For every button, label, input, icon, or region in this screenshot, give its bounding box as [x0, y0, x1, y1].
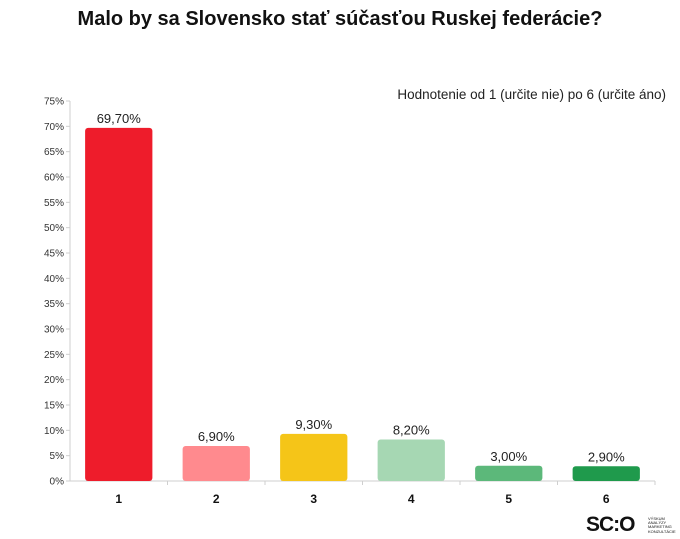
y-tick-label: 30%: [44, 325, 64, 336]
x-tick-label-4: 4: [408, 492, 415, 506]
bar-5: [475, 465, 543, 481]
data-label-6: 2,90%: [588, 449, 625, 464]
y-axis: 0% 5% 10% 15% 20% 25% 30% 35% 40% 45% 50% 55% 60% 65%…: [44, 97, 656, 488]
y-tick-label: 55%: [44, 198, 64, 209]
y-tick-label: 45%: [44, 249, 64, 260]
logo-wordmark: SC:O: [586, 513, 635, 536]
y-tick-label: 20%: [44, 375, 64, 386]
bars: [85, 127, 640, 481]
chart-title: Malo by sa Slovensko stať súčasťou Ruske…: [77, 8, 603, 30]
data-label-1: 69,70%: [97, 111, 142, 126]
labels: 69,70% 1 6,90% 2 9,30% 3 8,20% 4 3,00% 5 2,90% 6: [97, 111, 625, 506]
y-tick-label: 40%: [44, 274, 64, 285]
y-tick-label: 25%: [44, 350, 64, 361]
x-tick-label-2: 2: [213, 492, 220, 506]
y-tick-label: 35%: [44, 299, 64, 310]
bar-1: [85, 127, 153, 481]
y-tick-label: 75%: [44, 97, 64, 108]
sco-logo: SC:O VÝSKUM ANALÝZY MARKETING KONZULTÁCI…: [586, 513, 676, 537]
data-label-3: 9,30%: [295, 417, 332, 432]
y-tick-label: 10%: [44, 426, 64, 437]
x-tick-label-1: 1: [115, 492, 122, 506]
x-tick-label-6: 6: [603, 492, 610, 506]
chart-subtitle: Hodnotenie od 1 (určite nie) po 6 (určit…: [397, 87, 666, 102]
y-tick-label: 5%: [50, 451, 65, 462]
y-tick-label: 65%: [44, 147, 64, 158]
bar-4: [377, 439, 445, 481]
y-tick-label: 50%: [44, 223, 64, 234]
y-tick-label: 0%: [50, 477, 65, 488]
y-tick-label: 70%: [44, 122, 64, 133]
x-tick-label-3: 3: [310, 492, 317, 506]
bar-6: [572, 466, 640, 481]
data-label-2: 6,90%: [198, 429, 235, 444]
y-tick-label: 15%: [44, 401, 64, 412]
bar-3: [280, 433, 348, 481]
logo-tagline: VÝSKUM ANALÝZY MARKETING KONZULTÁCIE: [648, 516, 676, 534]
data-label-5: 3,00%: [490, 449, 527, 464]
y-tick-label: 60%: [44, 173, 64, 184]
bar-2: [182, 446, 250, 481]
data-label-4: 8,20%: [393, 422, 430, 437]
x-tick-label-5: 5: [505, 492, 512, 506]
